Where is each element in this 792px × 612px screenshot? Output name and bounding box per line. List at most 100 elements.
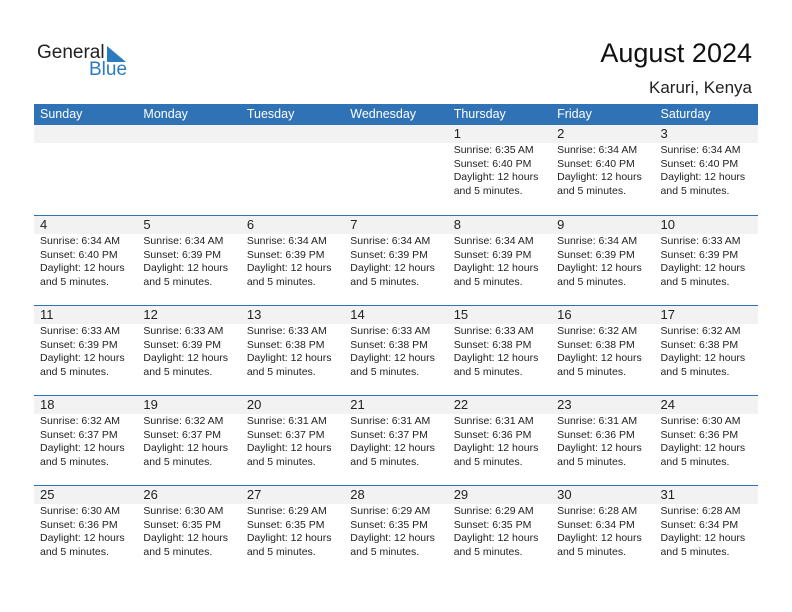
day-number: 26 bbox=[143, 487, 158, 502]
daylight-minutes: and 5 minutes. bbox=[143, 275, 213, 288]
weekday-header: Sunday Monday Tuesday Wednesday Thursday Frid… bbox=[34, 104, 758, 125]
day-number-bar bbox=[34, 486, 758, 504]
day-number: 12 bbox=[143, 307, 158, 322]
daylight-text: Daylight: 12 hours bbox=[40, 532, 125, 544]
weekday-wednesday: Wednesday bbox=[350, 107, 417, 121]
sunset-text: Sunset: 6:37 PM bbox=[246, 428, 325, 441]
sunset-text: Sunset: 6:38 PM bbox=[453, 338, 532, 351]
daylight-minutes: and 5 minutes. bbox=[660, 455, 730, 468]
empty-cell bbox=[34, 125, 137, 215]
day-cell: 14 Sunrise: 6:33 AM Sunset: 6:38 PM Dayligh… bbox=[344, 306, 447, 395]
daylight-minutes: and 5 minutes. bbox=[660, 545, 730, 558]
sunrise-text: Sunrise: 6:33 AM bbox=[40, 325, 120, 337]
day-cell: 16 Sunrise: 6:32 AM Sunset: 6:38 PM Dayligh… bbox=[551, 306, 654, 395]
sunset-text: Sunset: 6:35 PM bbox=[350, 518, 428, 531]
day-number: 21 bbox=[350, 397, 365, 412]
sunrise-text: Sunrise: 6:34 AM bbox=[40, 235, 120, 247]
sunset-text: Sunset: 6:38 PM bbox=[246, 338, 325, 351]
day-cell: 21 Sunrise: 6:31 AM Sunset: 6:37 PM Dayligh… bbox=[344, 396, 447, 485]
sunset-text: Sunset: 6:40 PM bbox=[660, 157, 739, 170]
daylight-text: Daylight: 12 hours bbox=[660, 352, 746, 364]
sunset-text: Sunset: 6:37 PM bbox=[350, 428, 428, 441]
day-cell: 27 Sunrise: 6:29 AM Sunset: 6:35 PM Dayligh… bbox=[241, 486, 344, 575]
day-number: 4 bbox=[40, 217, 48, 232]
empty-cell bbox=[344, 125, 447, 215]
day-number: 15 bbox=[453, 307, 469, 322]
logo-text-general: General bbox=[37, 42, 105, 63]
daylight-text: Daylight: 12 hours bbox=[246, 262, 332, 274]
day-cell: 8 Sunrise: 6:34 AM Sunset: 6:39 PM Daylight… bbox=[448, 216, 551, 305]
sunrise-text: Sunrise: 6:31 AM bbox=[350, 415, 431, 427]
daylight-minutes: and 5 minutes. bbox=[40, 275, 109, 288]
sunrise-text: Sunrise: 6:32 AM bbox=[40, 415, 120, 427]
sunset-text: Sunset: 6:38 PM bbox=[350, 338, 428, 351]
daylight-text: Daylight: 12 hours bbox=[557, 262, 642, 274]
daylight-minutes: and 5 minutes. bbox=[40, 365, 109, 378]
daylight-text: Daylight: 12 hours bbox=[350, 532, 435, 544]
daylight-minutes: and 5 minutes. bbox=[453, 184, 523, 197]
week-row: 18 Sunrise: 6:32 AM Sunset: 6:37 PM Dayligh… bbox=[34, 395, 758, 485]
sunset-text: Sunset: 6:39 PM bbox=[453, 248, 532, 261]
sunrise-text: Sunrise: 6:33 AM bbox=[143, 325, 224, 337]
day-number: 3 bbox=[660, 126, 668, 141]
daylight-text: Daylight: 12 hours bbox=[557, 442, 642, 454]
sunrise-text: Sunrise: 6:34 AM bbox=[246, 235, 327, 247]
day-cell: 17 Sunrise: 6:32 AM Sunset: 6:38 PM Dayligh… bbox=[655, 306, 758, 395]
sunrise-text: Sunrise: 6:34 AM bbox=[660, 144, 741, 156]
day-number: 7 bbox=[350, 217, 358, 232]
daylight-minutes: and 5 minutes. bbox=[143, 365, 213, 378]
sunrise-text: Sunrise: 6:33 AM bbox=[660, 235, 741, 247]
day-number: 19 bbox=[143, 397, 158, 412]
day-number: 1 bbox=[453, 126, 461, 141]
day-cell: 2 Sunrise: 6:34 AM Sunset: 6:40 PM Daylight… bbox=[551, 125, 654, 215]
daylight-text: Daylight: 12 hours bbox=[143, 442, 229, 454]
sunset-text: Sunset: 6:38 PM bbox=[660, 338, 739, 351]
sunset-text: Sunset: 6:35 PM bbox=[143, 518, 222, 531]
logo-text-blue: Blue bbox=[89, 59, 128, 80]
day-cell: 25 Sunrise: 6:30 AM Sunset: 6:36 PM Dayligh… bbox=[34, 486, 137, 575]
sunrise-text: Sunrise: 6:34 AM bbox=[557, 144, 638, 156]
daylight-text: Daylight: 12 hours bbox=[453, 352, 539, 364]
sunset-text: Sunset: 6:40 PM bbox=[453, 157, 532, 170]
sunrise-text: Sunrise: 6:33 AM bbox=[453, 325, 534, 337]
day-cell: 26 Sunrise: 6:30 AM Sunset: 6:35 PM Dayligh… bbox=[137, 486, 240, 575]
day-cell: 5 Sunrise: 6:34 AM Sunset: 6:39 PM Daylight… bbox=[137, 216, 240, 305]
day-number: 13 bbox=[246, 307, 262, 322]
weekday-saturday: Saturday bbox=[660, 107, 711, 121]
day-number: 30 bbox=[557, 487, 572, 502]
day-number: 22 bbox=[453, 397, 469, 412]
day-number: 20 bbox=[246, 397, 262, 412]
day-number: 29 bbox=[453, 487, 469, 502]
sunrise-text: Sunrise: 6:34 AM bbox=[453, 235, 534, 247]
sunrise-text: Sunrise: 6:32 AM bbox=[660, 325, 741, 337]
week-row: 1 Sunrise: 6:35 AM Sunset: 6:40 PM Daylight… bbox=[34, 125, 758, 215]
day-number: 10 bbox=[660, 217, 675, 232]
sunrise-text: Sunrise: 6:31 AM bbox=[453, 415, 534, 427]
day-cell: 7 Sunrise: 6:34 AM Sunset: 6:39 PM Daylight… bbox=[344, 216, 447, 305]
daylight-minutes: and 5 minutes. bbox=[246, 455, 316, 468]
sunset-text: Sunset: 6:39 PM bbox=[143, 248, 222, 261]
day-cell: 30 Sunrise: 6:28 AM Sunset: 6:34 PM Dayligh… bbox=[551, 486, 654, 575]
weekday-friday: Friday bbox=[557, 107, 592, 121]
daylight-text: Daylight: 12 hours bbox=[660, 262, 746, 274]
daylight-minutes: and 5 minutes. bbox=[660, 184, 730, 197]
day-cell: 9 Sunrise: 6:34 AM Sunset: 6:39 PM Daylight… bbox=[551, 216, 654, 305]
daylight-text: Daylight: 12 hours bbox=[453, 442, 539, 454]
day-number: 5 bbox=[143, 217, 151, 232]
day-cell: 24 Sunrise: 6:30 AM Sunset: 6:36 PM Dayligh… bbox=[655, 396, 758, 485]
sunset-text: Sunset: 6:36 PM bbox=[557, 428, 635, 441]
daylight-text: Daylight: 12 hours bbox=[40, 352, 125, 364]
day-cell: 13 Sunrise: 6:33 AM Sunset: 6:38 PM Dayligh… bbox=[241, 306, 344, 395]
sunset-text: Sunset: 6:35 PM bbox=[246, 518, 325, 531]
daylight-text: Daylight: 12 hours bbox=[660, 171, 746, 183]
daylight-minutes: and 5 minutes. bbox=[557, 184, 626, 197]
day-number: 24 bbox=[660, 397, 675, 412]
daylight-minutes: and 5 minutes. bbox=[453, 365, 523, 378]
daylight-text: Daylight: 12 hours bbox=[143, 352, 229, 364]
day-number-bar bbox=[34, 306, 758, 324]
sunrise-text: Sunrise: 6:30 AM bbox=[660, 415, 741, 427]
daylight-minutes: and 5 minutes. bbox=[660, 365, 730, 378]
day-number: 27 bbox=[246, 487, 262, 502]
day-cell: 20 Sunrise: 6:31 AM Sunset: 6:37 PM Dayligh… bbox=[241, 396, 344, 485]
day-cell: 6 Sunrise: 6:34 AM Sunset: 6:39 PM Daylight… bbox=[241, 216, 344, 305]
